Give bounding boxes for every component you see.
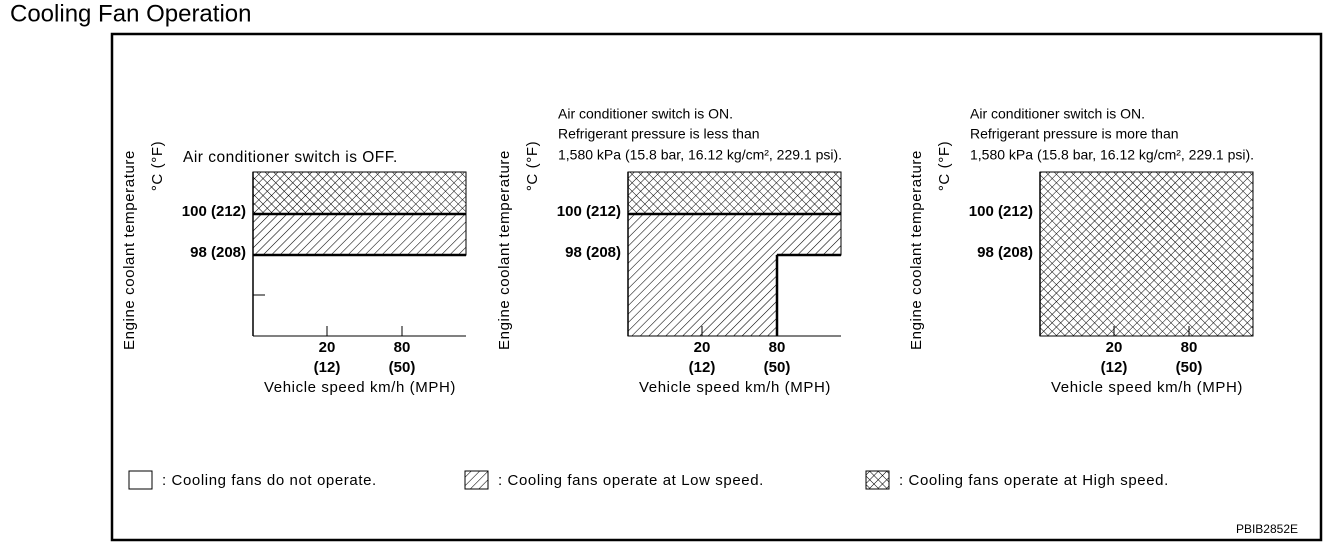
x-tick-label: 80	[769, 339, 786, 356]
x-axis-label: Vehicle speed km/h (MPH)	[264, 379, 456, 396]
legend-label: : Cooling fans operate at Low speed.	[498, 472, 764, 489]
x-tick-sublabel: (12)	[1101, 359, 1128, 376]
legend-label: : Cooling fans operate at High speed.	[899, 472, 1169, 489]
y-tick-label: 100 (212)	[182, 203, 246, 220]
figure-code: PBIB2852E	[1236, 522, 1298, 536]
x-tick-label: 20	[1106, 339, 1123, 356]
y-axis-unit: °C (°F)	[936, 141, 953, 191]
caption: Refrigerant pressure is more than	[970, 126, 1179, 142]
y-axis-unit: °C (°F)	[149, 141, 166, 191]
caption: Refrigerant pressure is less than	[558, 126, 760, 142]
x-tick-label: 20	[319, 339, 336, 356]
legend-swatch	[128, 470, 153, 490]
y-axis-unit: °C (°F)	[524, 141, 541, 191]
x-tick-sublabel: (12)	[689, 359, 716, 376]
legend-label: : Cooling fans do not operate.	[162, 472, 377, 489]
x-axis-label: Vehicle speed km/h (MPH)	[1051, 379, 1243, 396]
title: Cooling Fan Operation	[10, 0, 251, 27]
y-axis-label: Engine coolant temperature	[908, 150, 925, 350]
y-tick-label: 98 (208)	[977, 244, 1033, 261]
y-tick-label: 98 (208)	[565, 244, 621, 261]
x-tick-label: 80	[1181, 339, 1198, 356]
high-speed-region	[252, 171, 467, 215]
caption: Air conditioner switch is ON.	[970, 106, 1145, 122]
caption: Air conditioner switch is OFF.	[183, 149, 398, 166]
y-axis-label: Engine coolant temperature	[121, 150, 138, 350]
high-speed-region	[1039, 171, 1254, 337]
y-tick-label: 98 (208)	[190, 244, 246, 261]
y-axis-label: Engine coolant temperature	[496, 150, 513, 350]
x-tick-sublabel: (50)	[764, 359, 791, 376]
x-tick-label: 80	[394, 339, 411, 356]
frame	[110, 32, 1323, 542]
low-speed-region	[627, 213, 842, 337]
y-tick-label: 100 (212)	[557, 203, 621, 220]
x-axis-label: Vehicle speed km/h (MPH)	[639, 379, 831, 396]
high-speed-region	[627, 171, 842, 215]
legend-swatch	[464, 470, 489, 490]
caption: Air conditioner switch is ON.	[558, 106, 733, 122]
low-speed-region	[252, 213, 467, 256]
x-tick-sublabel: (50)	[1176, 359, 1203, 376]
caption: 1,580 kPa (15.8 bar, 16.12 kg/cm², 229.1…	[970, 147, 1254, 163]
caption: 1,580 kPa (15.8 bar, 16.12 kg/cm², 229.1…	[558, 147, 842, 163]
x-tick-sublabel: (50)	[389, 359, 416, 376]
x-tick-label: 20	[694, 339, 711, 356]
x-tick-sublabel: (12)	[314, 359, 341, 376]
legend-swatch	[865, 470, 890, 490]
y-tick-label: 100 (212)	[969, 203, 1033, 220]
